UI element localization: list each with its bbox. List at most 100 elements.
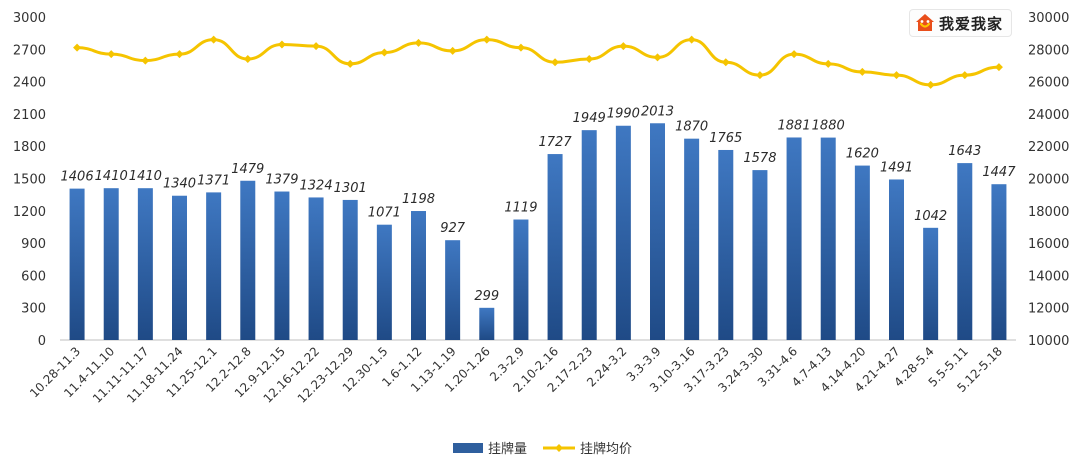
bar bbox=[103, 188, 119, 340]
bar bbox=[991, 184, 1007, 340]
bar bbox=[411, 211, 426, 340]
line-point bbox=[790, 50, 799, 59]
line-point bbox=[141, 56, 150, 65]
line-point bbox=[926, 80, 935, 89]
bar bbox=[581, 130, 597, 340]
y-left-tick-label: 300 bbox=[21, 302, 46, 317]
bar-data-label: 1578 bbox=[743, 151, 776, 166]
price-line bbox=[77, 38, 999, 87]
house-logo-icon bbox=[916, 14, 934, 31]
line-point bbox=[448, 46, 457, 55]
bar bbox=[650, 123, 665, 340]
line-point bbox=[175, 50, 184, 59]
line-point bbox=[824, 59, 833, 68]
y-left-tick-label: 1200 bbox=[13, 205, 46, 220]
y-right-tick-label: 12000 bbox=[1028, 302, 1069, 317]
legend-swatch-marker bbox=[555, 444, 563, 452]
bar bbox=[376, 224, 392, 340]
line-point bbox=[551, 58, 560, 67]
bar bbox=[445, 240, 461, 340]
line-series bbox=[73, 35, 1003, 89]
bar-data-label: 1198 bbox=[402, 192, 435, 207]
bar bbox=[786, 137, 802, 340]
bar bbox=[274, 191, 290, 340]
y-right-tick-label: 18000 bbox=[1028, 205, 1069, 220]
bar bbox=[718, 149, 734, 340]
bar bbox=[172, 195, 187, 340]
line-point bbox=[209, 35, 218, 44]
bar bbox=[752, 170, 768, 340]
y-left-tick-label: 600 bbox=[21, 269, 46, 284]
bar-data-label: 1727 bbox=[539, 135, 573, 150]
bar bbox=[957, 163, 973, 340]
y-right-tick-label: 30000 bbox=[1028, 11, 1069, 26]
bar-data-label: 1765 bbox=[709, 131, 742, 146]
y-axis-left: 0 300 600 900 1200 1500 1800 2100 2400 2700 3000 bbox=[13, 11, 46, 349]
bar-data-label: 1410 bbox=[95, 169, 128, 184]
y-right-tick-label: 16000 bbox=[1028, 237, 1069, 252]
y-left-tick-label: 0 bbox=[38, 334, 46, 349]
y-left-tick-label: 2400 bbox=[13, 76, 46, 91]
bar bbox=[69, 188, 85, 340]
bar-series bbox=[69, 123, 1007, 340]
bar-data-label: 299 bbox=[474, 289, 499, 304]
y-left-tick-label: 2700 bbox=[13, 43, 46, 58]
y-right-tick-label: 24000 bbox=[1028, 108, 1069, 123]
bar bbox=[342, 199, 358, 340]
y-right-tick-label: 28000 bbox=[1028, 43, 1069, 58]
y-left-tick-label: 900 bbox=[21, 237, 46, 252]
bar bbox=[479, 307, 495, 340]
bar-data-label: 1301 bbox=[334, 181, 367, 196]
bar-data-label: 1881 bbox=[778, 118, 811, 133]
bar-data-label: 1324 bbox=[300, 178, 333, 193]
line-point bbox=[277, 40, 286, 49]
bar-data-label: 1406 bbox=[61, 170, 94, 185]
x-axis-ticks: 10.28-11.311.4-11.1011.11-11.1711.18-11.… bbox=[27, 344, 1005, 406]
bar-data-label: 1643 bbox=[948, 144, 981, 159]
legend: 挂牌量 挂牌均价 bbox=[453, 441, 632, 457]
line-point bbox=[755, 71, 764, 80]
watermark-logo: 我爱我家 bbox=[909, 9, 1013, 37]
bar-data-label: 1491 bbox=[880, 160, 913, 175]
line-point bbox=[516, 43, 525, 52]
bar bbox=[240, 180, 256, 340]
line-point bbox=[892, 71, 901, 80]
y-left-tick-label: 3000 bbox=[13, 11, 46, 26]
bar-data-label: 1620 bbox=[846, 147, 879, 162]
line-point bbox=[858, 67, 867, 76]
bar bbox=[854, 165, 870, 340]
y-right-tick-label: 14000 bbox=[1028, 269, 1069, 284]
bar bbox=[513, 219, 529, 340]
y-left-tick-label: 1500 bbox=[13, 173, 46, 188]
bar-data-label: 1949 bbox=[573, 111, 606, 126]
bar-data-label: 1870 bbox=[675, 120, 708, 135]
bar-data-label: 1119 bbox=[504, 201, 537, 216]
line-point bbox=[107, 50, 116, 59]
y-right-tick-label: 26000 bbox=[1028, 76, 1069, 91]
bar-data-label: 1340 bbox=[163, 177, 196, 192]
legend-swatch-bar bbox=[453, 443, 483, 453]
line-point bbox=[482, 35, 491, 44]
legend-label-line: 挂牌均价 bbox=[580, 441, 632, 457]
bar bbox=[923, 227, 939, 340]
bar-data-label: 1071 bbox=[368, 206, 401, 221]
y-left-tick-label: 2100 bbox=[13, 108, 46, 123]
bar-data-label: 1410 bbox=[129, 169, 162, 184]
bar-data-label: 927 bbox=[440, 221, 466, 236]
bar bbox=[206, 192, 222, 340]
bar-data-label: 1447 bbox=[982, 165, 1016, 180]
y-left-tick-label: 1800 bbox=[13, 140, 46, 155]
watermark-text: 我爱我家 bbox=[939, 14, 1004, 33]
bar-data-label: 1479 bbox=[231, 162, 264, 177]
bar bbox=[308, 197, 324, 340]
bar-data-label: 1371 bbox=[197, 173, 230, 188]
line-point bbox=[687, 35, 696, 44]
line-point bbox=[960, 71, 969, 80]
line-point bbox=[619, 42, 628, 51]
bar bbox=[615, 125, 631, 340]
line-point bbox=[721, 58, 730, 67]
y-right-tick-label: 22000 bbox=[1028, 140, 1069, 155]
bar bbox=[684, 138, 700, 340]
